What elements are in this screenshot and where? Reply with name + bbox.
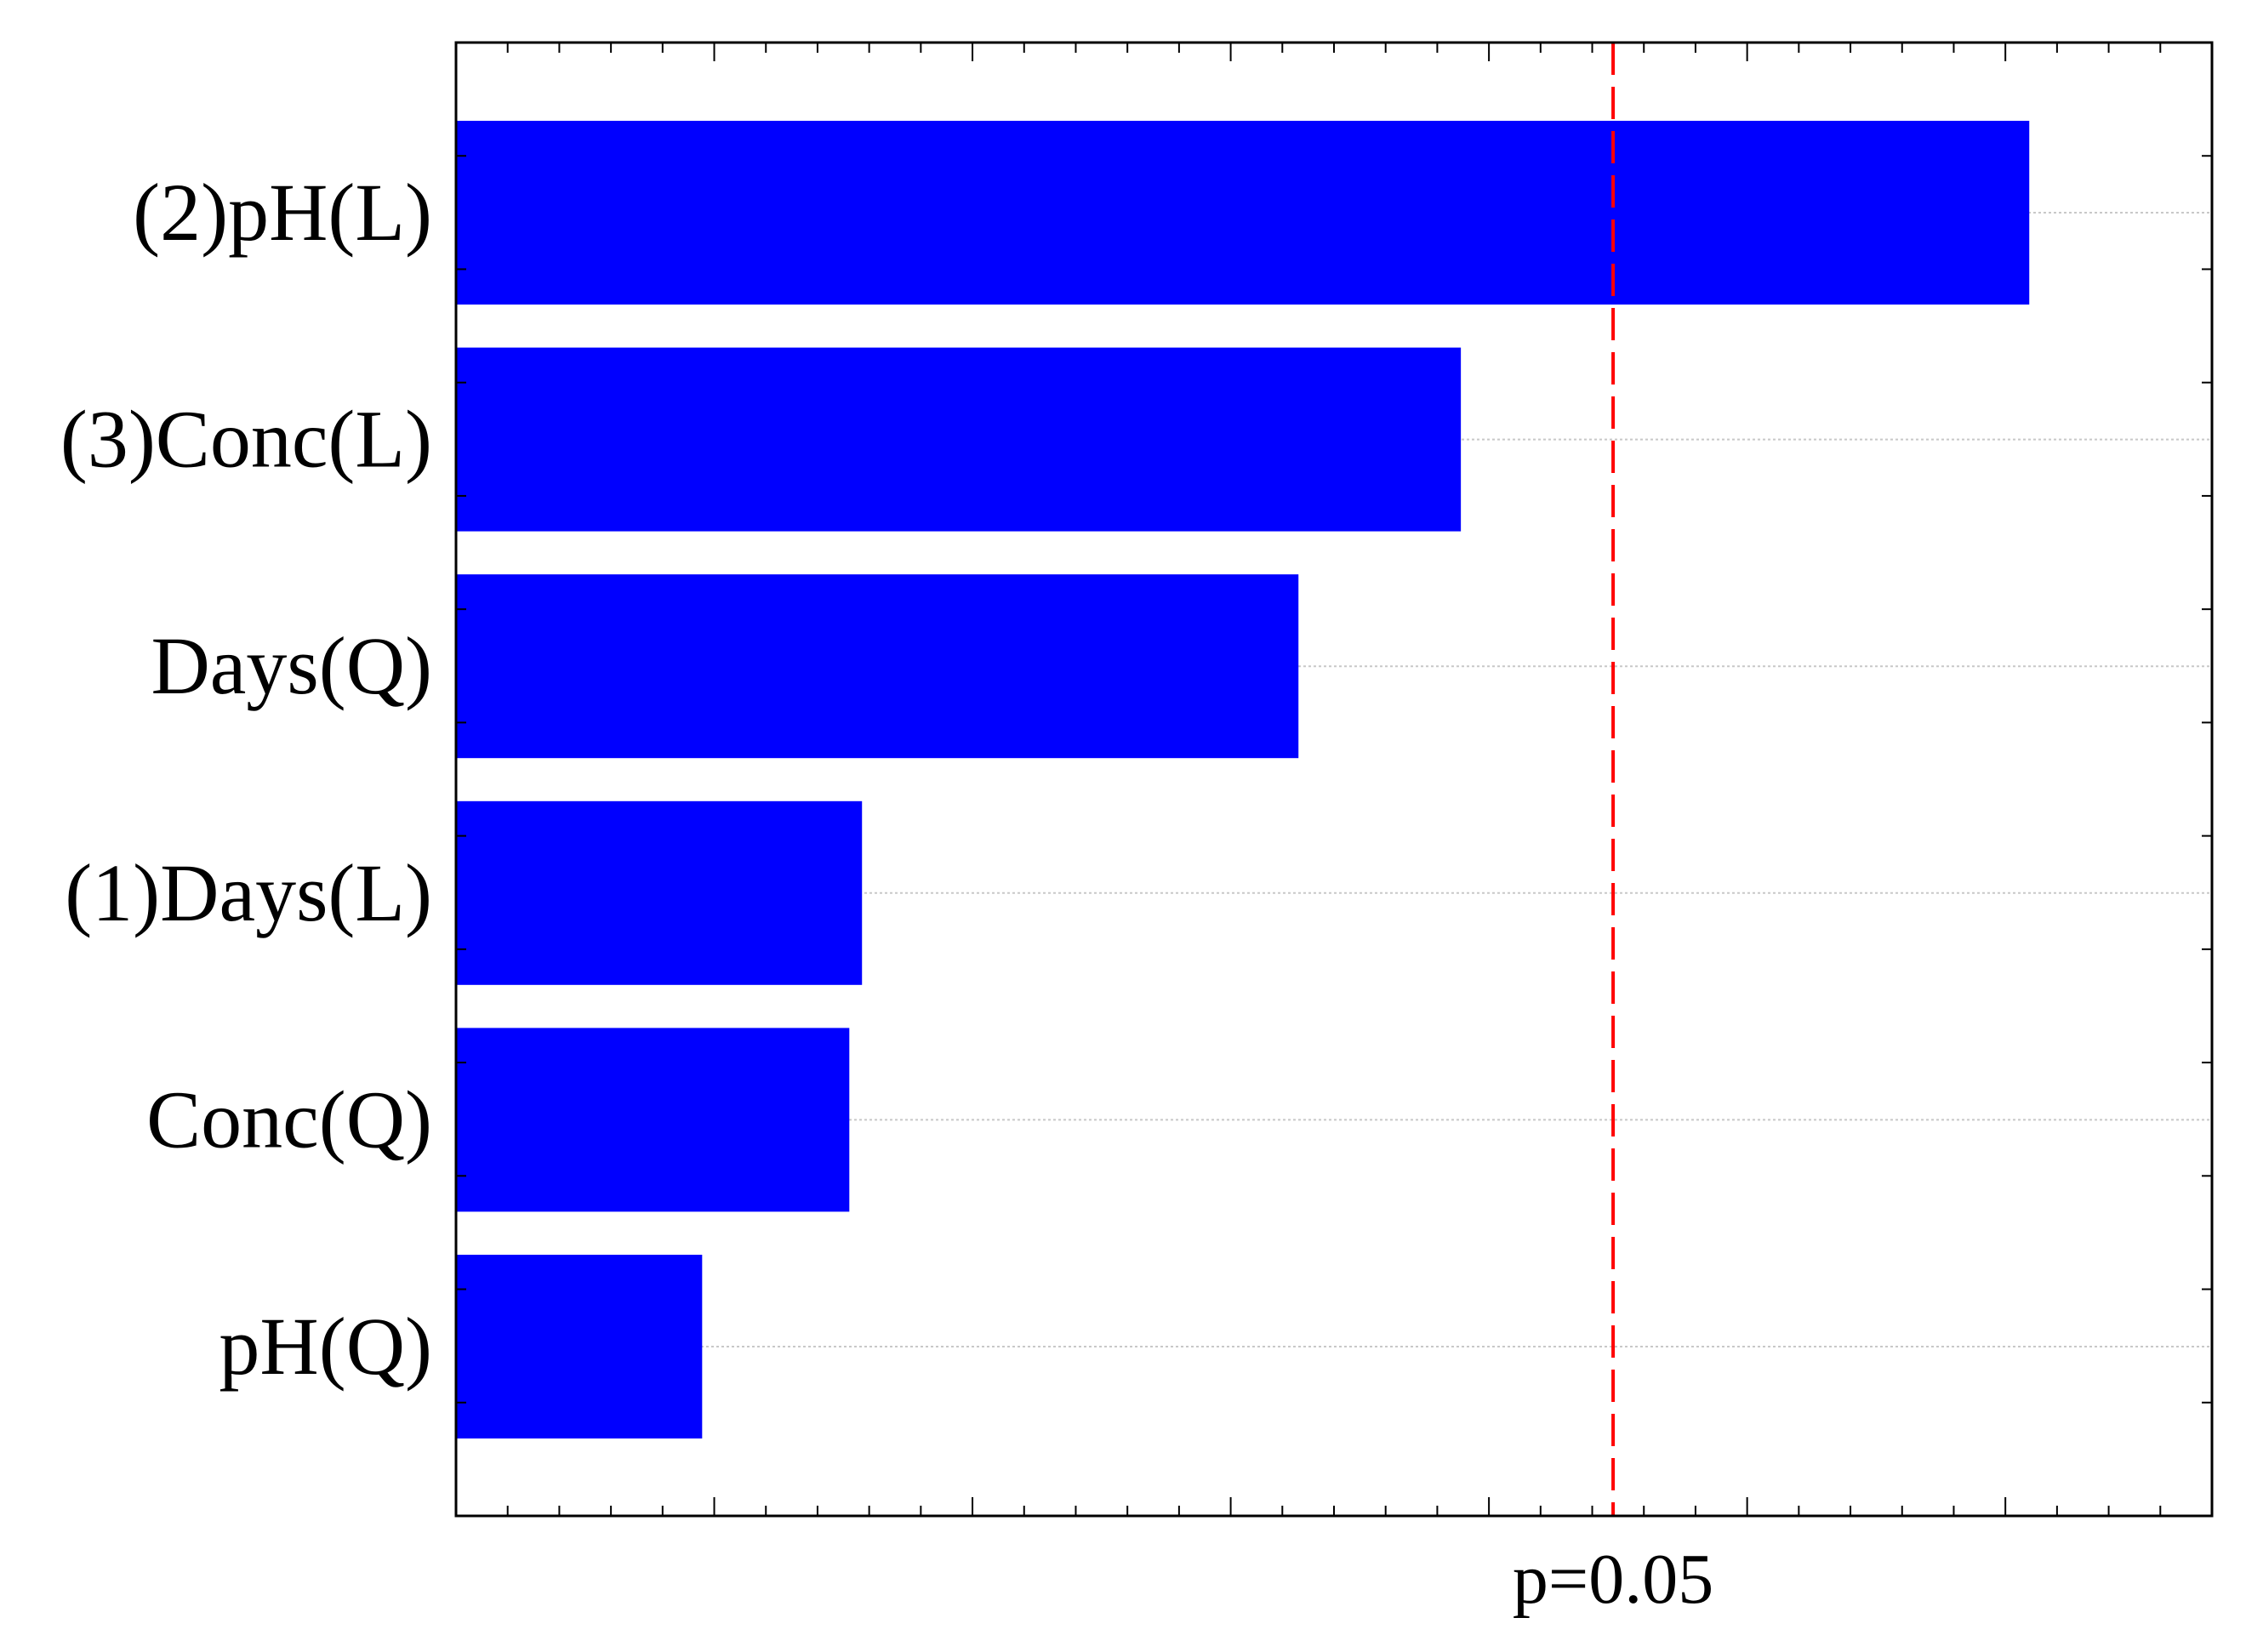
category-label: Conc(Q): [146, 1074, 432, 1165]
bar-3: [456, 800, 863, 985]
category-label: pH(Q): [219, 1301, 432, 1392]
bar-5: [456, 1255, 703, 1438]
category-label: (1)Days(L): [65, 847, 432, 938]
bar-0: [456, 121, 2030, 305]
bar-1: [456, 347, 1462, 532]
bars: [456, 121, 2030, 1438]
category-label: (2)pH(L): [133, 167, 432, 258]
bar-4: [456, 1028, 850, 1212]
axis-ticks: [456, 43, 2212, 1516]
category-labels: (2)pH(L) (3)Conc(L) Days(Q) (1)Days(L) Conc(…: [60, 167, 432, 1392]
reference-line-group: p=0.05: [1513, 43, 1713, 1619]
category-label: (3)Conc(L): [60, 394, 432, 485]
category-label: Days(Q): [151, 620, 432, 711]
reference-line-label: p=0.05: [1513, 1540, 1713, 1619]
bar-2: [456, 574, 1299, 759]
